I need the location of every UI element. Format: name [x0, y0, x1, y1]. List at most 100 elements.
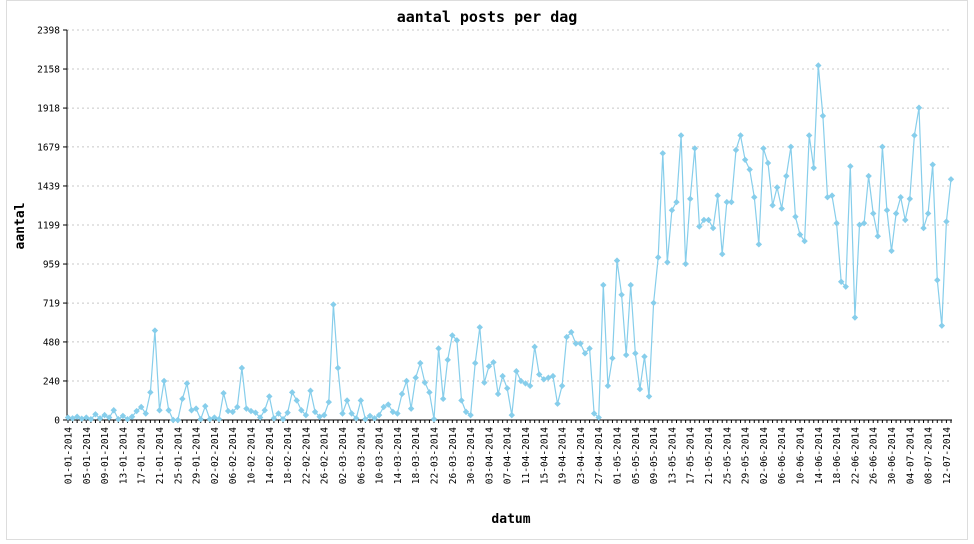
y-tick-label: 240	[43, 376, 60, 387]
data-point	[513, 368, 520, 375]
data-point	[545, 374, 552, 381]
x-tick-label: 23-04-2014	[576, 427, 587, 484]
data-point	[252, 409, 259, 416]
x-tick-label: 22-03-2014	[430, 427, 441, 484]
data-point	[215, 415, 223, 423]
x-tick-label: 08-07-2014	[924, 427, 935, 484]
data-point	[73, 413, 81, 420]
data-point	[659, 150, 666, 157]
data-point	[385, 401, 392, 408]
data-point	[769, 202, 776, 209]
x-tick-label: 17-05-2014	[686, 427, 697, 484]
grid-lines	[67, 29, 952, 382]
data-point	[426, 389, 433, 396]
data-point	[796, 231, 804, 238]
data-point	[133, 407, 140, 415]
data-point	[481, 379, 488, 386]
data-point	[751, 193, 758, 201]
x-tick-label: 22-06-2014	[850, 427, 861, 484]
data-point	[142, 410, 149, 417]
data-point	[572, 340, 580, 347]
data-point	[837, 278, 845, 285]
data-point	[174, 416, 182, 424]
data-point	[934, 276, 941, 284]
data-point	[430, 415, 438, 423]
x-tick-label: 06-06-2014	[777, 427, 788, 484]
x-tick-label: 04-07-2014	[905, 427, 916, 484]
data-point	[229, 408, 236, 416]
data-point	[302, 411, 310, 419]
data-point	[783, 172, 790, 180]
data-point	[760, 145, 767, 152]
data-point	[860, 220, 868, 227]
data-point	[691, 145, 698, 152]
data-point	[618, 291, 625, 298]
data-point	[499, 372, 506, 380]
axes	[63, 29, 952, 423]
data-point	[828, 192, 836, 199]
data-point	[732, 146, 740, 154]
x-tick-label: 25-01-2014	[173, 427, 184, 484]
x-tick-label: 13-01-2014	[118, 427, 129, 484]
data-point	[609, 354, 616, 362]
data-point	[577, 340, 584, 347]
data-point	[64, 414, 72, 421]
data-point	[943, 218, 950, 225]
data-point	[819, 112, 827, 120]
x-tick-label: 17-01-2014	[137, 427, 148, 484]
data-point	[453, 337, 461, 344]
data-point	[321, 411, 328, 419]
data-point	[407, 405, 415, 412]
data-point	[449, 332, 456, 339]
data-point	[234, 403, 241, 411]
data-point	[664, 259, 671, 266]
data-point	[709, 224, 717, 232]
data-point	[398, 390, 406, 398]
x-tick-label: 13-05-2014	[667, 427, 678, 484]
data-point	[911, 132, 918, 139]
data-point	[870, 210, 877, 217]
x-tick-label: 27-04-2014	[594, 427, 605, 484]
data-point	[526, 382, 534, 390]
data-point	[613, 257, 621, 264]
x-tick-label: 02-02-2014	[210, 427, 221, 484]
data-point	[801, 237, 808, 245]
data-point	[307, 387, 314, 394]
data-point	[604, 382, 612, 390]
data-point	[96, 415, 104, 422]
data-point	[110, 407, 117, 414]
data-point	[444, 356, 451, 364]
data-point	[723, 198, 731, 206]
data-point	[787, 143, 795, 150]
y-tick-label: 1199	[37, 221, 60, 232]
x-tick-label: 25-05-2014	[722, 427, 733, 484]
data-point	[581, 350, 589, 357]
data-point	[586, 345, 593, 352]
data-point	[549, 372, 557, 380]
data-point	[728, 198, 735, 206]
data-point	[412, 374, 419, 381]
y-tick-label: 719	[43, 299, 60, 310]
data-point	[362, 415, 369, 423]
x-tick-label: 26-02-2014	[320, 427, 331, 484]
x-tick-label: 30-06-2014	[887, 427, 898, 484]
data-point	[536, 371, 543, 378]
data-point	[170, 416, 177, 424]
data-point	[115, 415, 122, 423]
x-tick-label: 06-03-2014	[356, 427, 367, 484]
data-point	[160, 377, 168, 385]
x-tick-label: 12-07-2014	[942, 427, 953, 484]
data-point	[600, 281, 607, 289]
data-point	[902, 216, 909, 224]
series-line	[67, 65, 952, 421]
data-point	[138, 403, 145, 411]
x-tick-label: 14-03-2014	[393, 427, 404, 484]
data-point	[906, 195, 914, 203]
data-point	[476, 324, 483, 331]
x-tick-label: 01-01-2014	[64, 427, 75, 484]
data-point	[627, 281, 634, 289]
x-tick-label: 06-02-2014	[228, 427, 239, 484]
y-tick-label: 2398	[37, 26, 60, 37]
data-point	[915, 104, 923, 111]
x-tick-label: 03-04-2014	[484, 427, 495, 484]
